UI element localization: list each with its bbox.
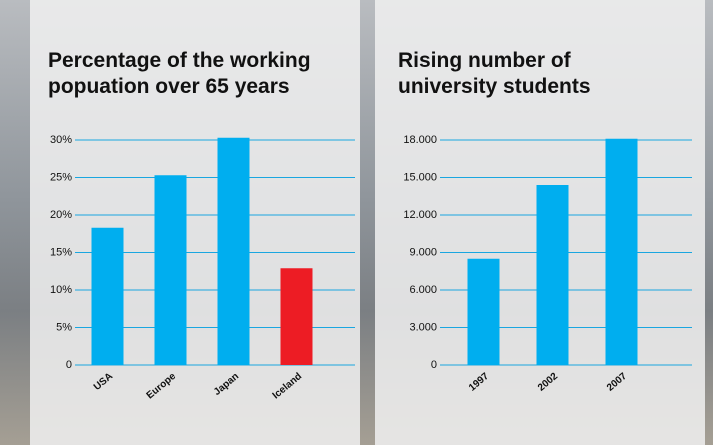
x-tick-label: 2007 [605,371,629,394]
y-tick-label: 0 [431,359,437,371]
charts: 0 5% 10% 15% 20% 25% 30% USA Europe Japan Iceland 0… [0,0,713,445]
x-tick-label: Japan [212,371,241,398]
bar [281,268,313,365]
y-tick-label: 5% [56,321,72,333]
y-tick-label: 20% [50,209,72,221]
bar [468,259,500,365]
y-tick-label: 30% [50,134,72,146]
x-tick-label: 2002 [536,371,560,394]
y-tick-label: 12.000 [403,209,437,221]
y-tick-label: 6.000 [409,284,437,296]
bar [155,175,187,365]
bar [606,139,638,365]
x-tick-label: 1997 [467,371,491,394]
bar [218,138,250,365]
y-tick-label: 3.000 [409,321,437,333]
x-tick-label: USA [92,371,115,393]
y-tick-label: 18.000 [403,134,437,146]
y-tick-label: 15% [50,246,72,258]
x-tick-label: Europe [145,371,179,402]
y-tick-label: 0 [66,359,72,371]
bar [537,185,569,365]
y-tick-label: 10% [50,284,72,296]
y-tick-label: 9.000 [409,246,437,258]
bar [92,228,124,365]
y-tick-label: 15.000 [403,171,437,183]
x-tick-label: Iceland [271,371,304,402]
page: Percentage of the working popuation over… [0,0,713,445]
y-tick-label: 25% [50,171,72,183]
